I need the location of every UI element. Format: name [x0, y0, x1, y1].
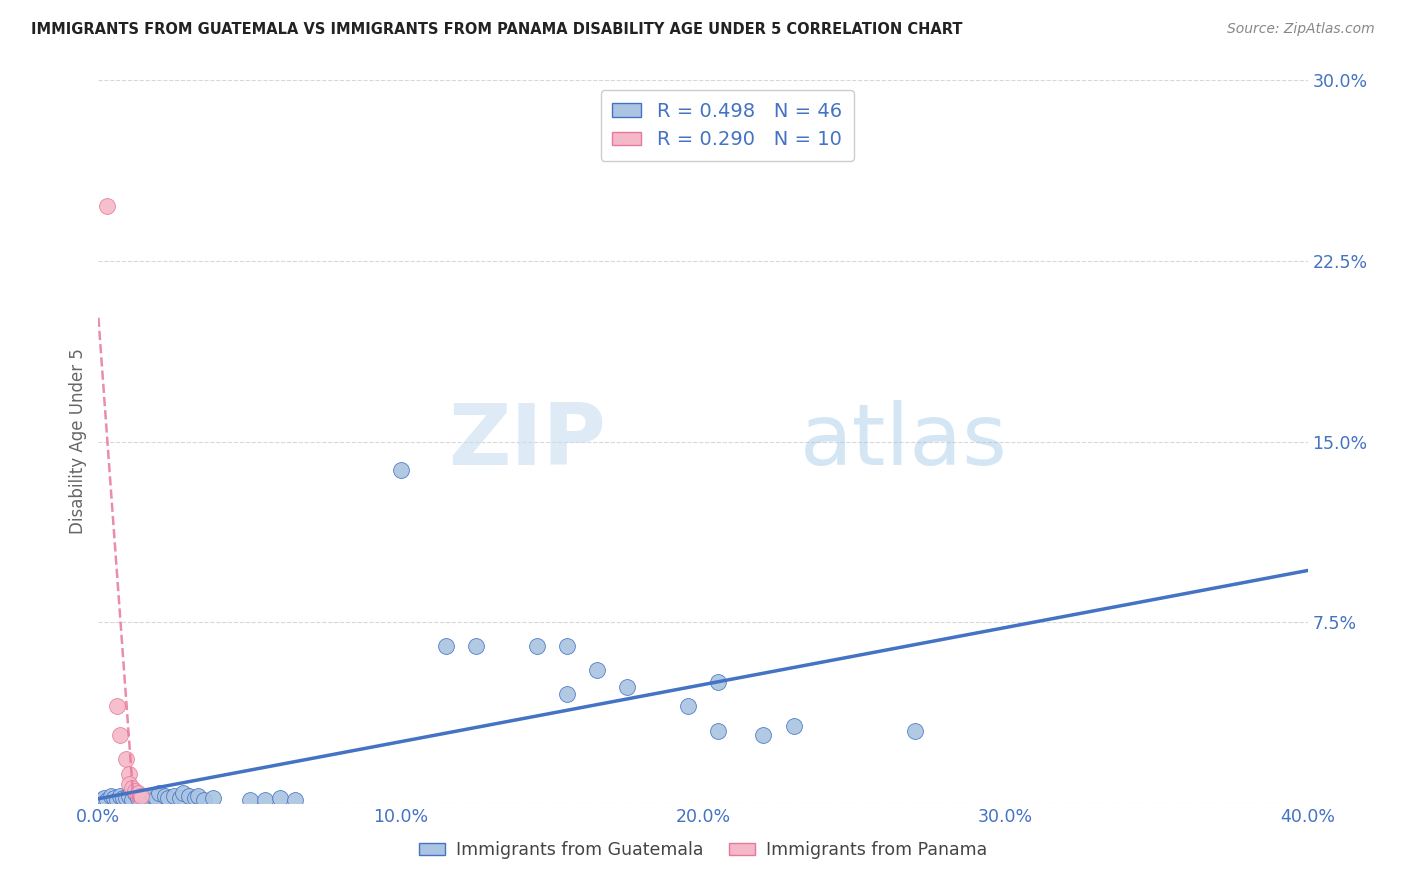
- Point: [90, 793, 112, 807]
- Point: [135, 791, 157, 805]
- Point: [586, 664, 609, 678]
- Point: [111, 791, 134, 805]
- Text: IMMIGRANTS FROM GUATEMALA VS IMMIGRANTS FROM PANAMA DISABILITY AGE UNDER 5 CORRE: IMMIGRANTS FROM GUATEMALA VS IMMIGRANTS …: [31, 22, 963, 37]
- Point: [124, 786, 146, 800]
- Point: [100, 789, 122, 803]
- Point: [118, 776, 141, 790]
- Point: [707, 723, 730, 738]
- Point: [103, 791, 125, 805]
- Point: [124, 784, 146, 798]
- Point: [783, 719, 806, 733]
- Point: [389, 463, 412, 477]
- Point: [269, 791, 291, 805]
- Point: [108, 789, 131, 803]
- Point: [253, 793, 276, 807]
- Point: [184, 791, 207, 805]
- Point: [616, 680, 638, 694]
- Point: [193, 793, 215, 807]
- Y-axis label: Disability Age Under 5: Disability Age Under 5: [69, 349, 87, 534]
- Point: [105, 793, 128, 807]
- Point: [114, 752, 136, 766]
- Text: atlas: atlas: [800, 400, 1008, 483]
- Point: [96, 793, 118, 807]
- Point: [187, 789, 209, 803]
- Point: [239, 793, 262, 807]
- Point: [118, 767, 141, 781]
- Point: [145, 791, 167, 805]
- Point: [156, 791, 179, 805]
- Point: [555, 687, 578, 701]
- Legend: Immigrants from Guatemala, Immigrants from Panama: Immigrants from Guatemala, Immigrants fr…: [412, 835, 994, 866]
- Point: [179, 789, 201, 803]
- Point: [118, 789, 141, 803]
- Point: [96, 198, 118, 212]
- Point: [121, 781, 143, 796]
- Point: [284, 793, 307, 807]
- Point: [148, 786, 170, 800]
- Point: [752, 728, 775, 742]
- Text: Source: ZipAtlas.com: Source: ZipAtlas.com: [1227, 22, 1375, 37]
- Point: [904, 723, 927, 738]
- Point: [172, 786, 194, 800]
- Point: [153, 789, 176, 803]
- Point: [465, 639, 488, 653]
- Point: [127, 791, 149, 805]
- Point: [132, 789, 155, 803]
- Point: [676, 699, 699, 714]
- Point: [526, 639, 548, 653]
- Point: [121, 793, 143, 807]
- Point: [434, 639, 457, 653]
- Point: [127, 786, 149, 800]
- Text: ZIP: ZIP: [449, 400, 606, 483]
- Point: [93, 791, 115, 805]
- Point: [707, 675, 730, 690]
- Point: [108, 728, 131, 742]
- Point: [105, 699, 128, 714]
- Point: [163, 789, 186, 803]
- Point: [142, 789, 165, 803]
- Point: [202, 791, 225, 805]
- Point: [169, 791, 191, 805]
- Point: [555, 639, 578, 653]
- Point: [129, 789, 152, 803]
- Point: [114, 791, 136, 805]
